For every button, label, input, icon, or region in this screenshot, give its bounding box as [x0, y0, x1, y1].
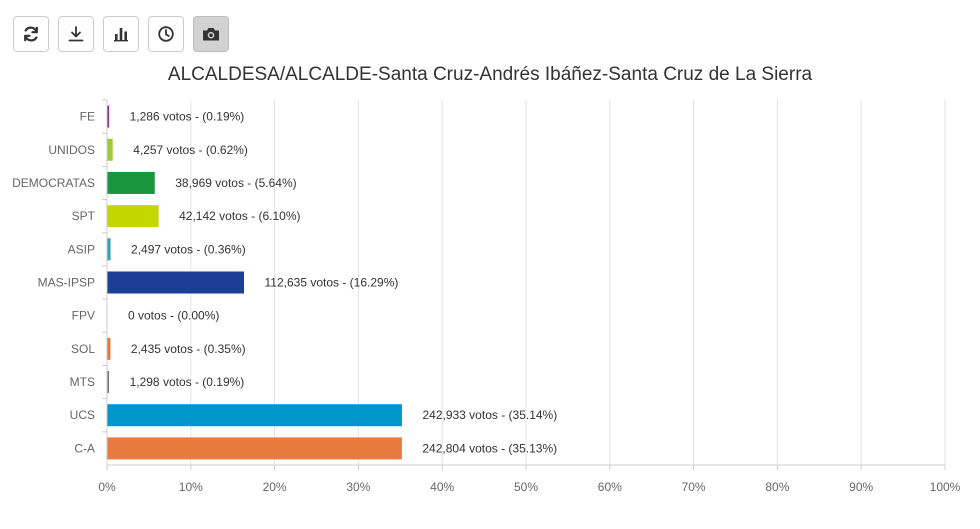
data-label: 1,286 votos - (0.19%): [130, 110, 245, 124]
clock-icon: [158, 26, 174, 42]
x-axis-tick-labels: 0% 10% 20% 30% 40% 50% 60% 70% 80% 90% 100%: [98, 480, 960, 494]
download-button[interactable]: [58, 16, 94, 52]
history-button[interactable]: [148, 16, 184, 52]
data-label: 1,298 votos - (0.19%): [130, 375, 245, 389]
data-label: 42,142 votos - (6.10%): [179, 209, 300, 223]
bar-unidos[interactable]: [107, 138, 113, 161]
bar-fe[interactable]: [107, 105, 110, 128]
grid-lines: [102, 99, 946, 470]
bar-democratas[interactable]: [107, 171, 155, 194]
data-label: 0 votos - (0.00%): [128, 309, 219, 323]
category-label: MAS-IPSP: [38, 276, 95, 290]
category-label: UNIDOS: [48, 143, 95, 157]
category-label: SPT: [72, 209, 96, 223]
bar-spt[interactable]: [107, 205, 159, 228]
category-label: FPV: [72, 309, 95, 323]
refresh-button[interactable]: [13, 16, 49, 52]
data-label: 242,933 votos - (35.14%): [422, 408, 557, 422]
bar-sol[interactable]: [107, 337, 111, 360]
download-icon: [68, 26, 84, 42]
category-label: FE: [80, 110, 95, 124]
bar-asip[interactable]: [107, 238, 111, 261]
x-tick-label: 0%: [98, 480, 116, 494]
data-label: 38,969 votos - (5.64%): [175, 176, 296, 190]
category-label: SOL: [71, 342, 95, 356]
category-label: ASIP: [68, 242, 95, 256]
bar-chart-icon: [114, 28, 128, 42]
x-tick-label: 90%: [849, 480, 873, 494]
data-label: 112,635 votos - (16.29%): [265, 276, 399, 290]
data-label: 2,497 votos - (0.36%): [131, 242, 246, 256]
bar-mts[interactable]: [107, 371, 110, 394]
data-labels: 1,286 votos - (0.19%) 4,257 votos - (0.62…: [128, 110, 557, 456]
category-label: C-A: [74, 441, 95, 455]
category-label: DEMOCRATAS: [12, 176, 95, 190]
x-tick-label: 50%: [514, 480, 538, 494]
x-tick-label: 30%: [346, 480, 370, 494]
category-labels: FE UNIDOS DEMOCRATAS SPT ASIP MAS-IPSP FPV SOL M…: [12, 110, 96, 456]
data-label: 4,257 votos - (0.62%): [133, 143, 248, 157]
category-label: MTS: [70, 375, 95, 389]
bar-c-a[interactable]: [107, 437, 402, 460]
bar-ucs[interactable]: [107, 404, 402, 427]
bar-chart-button[interactable]: [103, 16, 139, 52]
x-tick-label: 70%: [682, 480, 706, 494]
x-tick-label: 10%: [179, 480, 203, 494]
x-tick-label: 60%: [598, 480, 622, 494]
camera-icon: [203, 28, 219, 41]
screenshot-button[interactable]: [193, 16, 229, 52]
category-label: UCS: [70, 408, 95, 422]
x-tick-label: 100%: [930, 480, 961, 494]
data-label: 242,804 votos - (35.13%): [422, 441, 557, 455]
data-label: 2,435 votos - (0.35%): [131, 342, 246, 356]
x-tick-label: 80%: [765, 480, 789, 494]
bars: [107, 105, 402, 460]
chart-title: ALCALDESA/ALCALDE-Santa Cruz-Andrés Ibáñ…: [167, 64, 813, 85]
x-tick-label: 40%: [430, 480, 454, 494]
x-tick-label: 20%: [263, 480, 287, 494]
chart-toolbar: [13, 16, 229, 52]
refresh-icon: [24, 26, 38, 42]
bar-mas-ipsp[interactable]: [107, 271, 245, 294]
